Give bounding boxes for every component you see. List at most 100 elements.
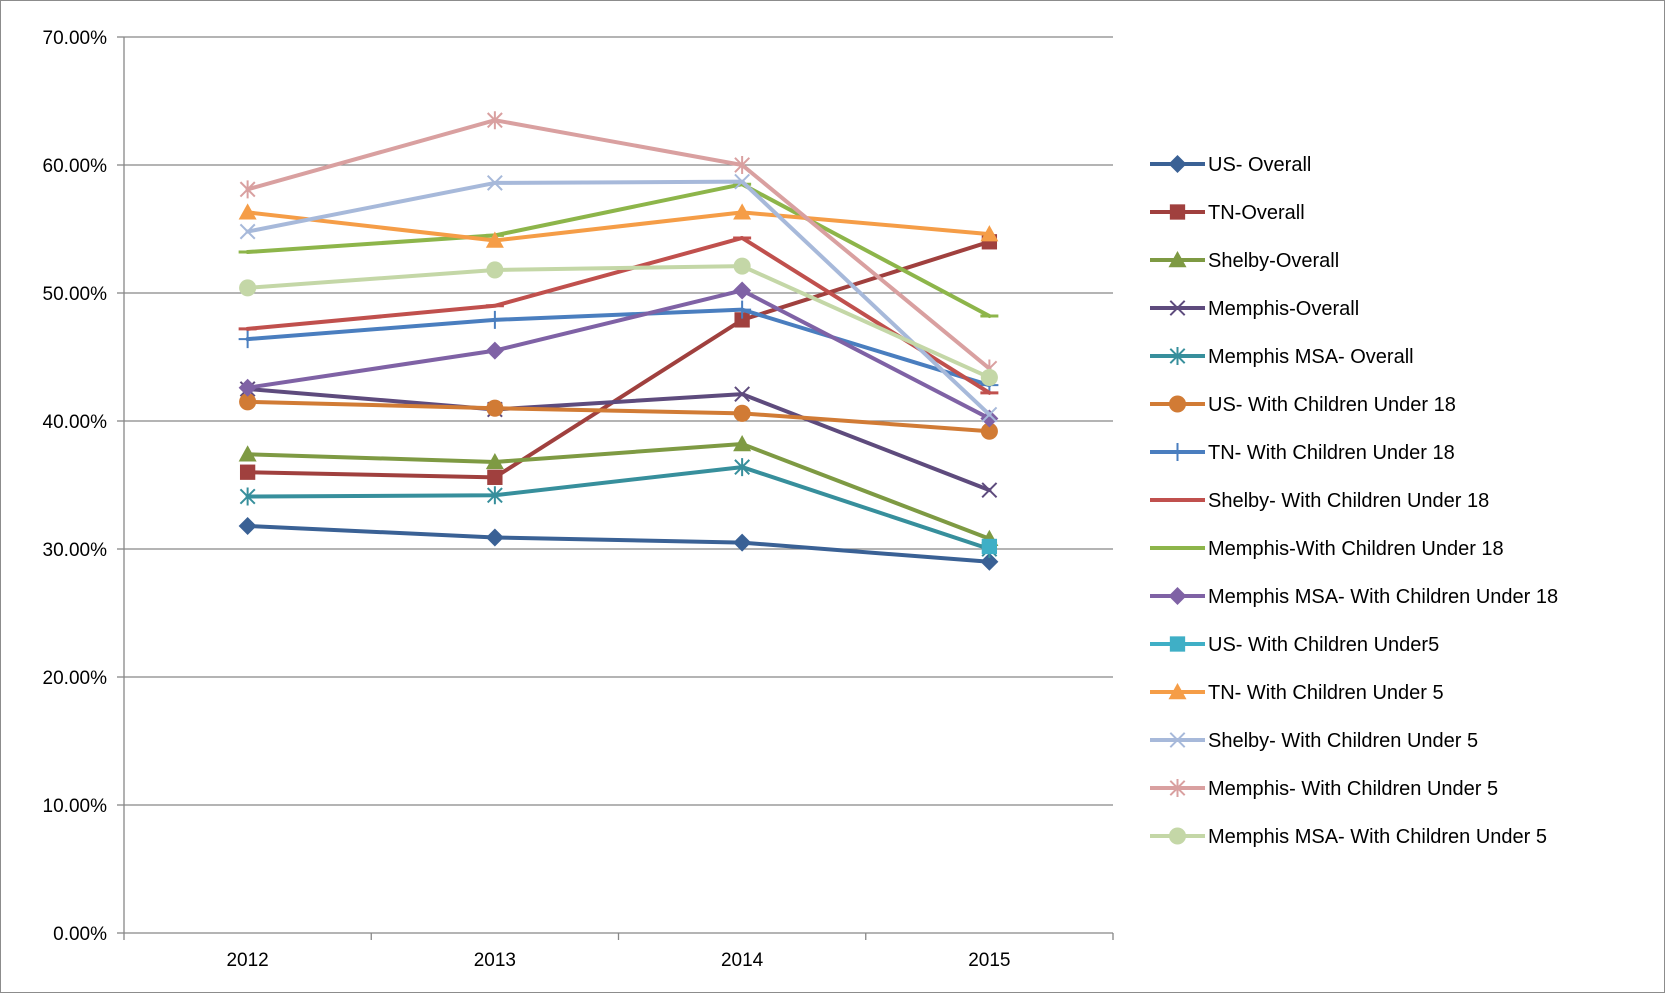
data-point [733, 300, 752, 319]
data-point [486, 261, 504, 279]
legend: US- Overall TN-Overall Shelby-Overall Memph… [1150, 154, 1558, 848]
data-point [486, 486, 503, 505]
data-point [734, 312, 750, 328]
data-point [980, 368, 998, 387]
legend-label: TN-Overall [1208, 202, 1305, 224]
legend-label: TN- With Children Under 5 [1208, 682, 1444, 704]
series-line [245, 179, 992, 417]
data-point [239, 223, 256, 240]
data-point [734, 156, 751, 174]
series-lines [238, 111, 999, 571]
legend-swatch-marker [1169, 732, 1186, 748]
data-point [733, 281, 752, 300]
series-9 [238, 182, 999, 319]
legend-label: TN- With Children Under 18 [1208, 442, 1455, 464]
legend-swatch-marker [1168, 827, 1187, 845]
legend-swatch-marker [1169, 636, 1186, 652]
legend-entry: Memphis MSA- With Children Under 5 [1150, 826, 1547, 848]
data-point [733, 533, 752, 552]
legend-label: Memphis- With Children Under 5 [1208, 778, 1498, 800]
data-point [486, 399, 504, 417]
y-tick-label: 70.00% [43, 28, 108, 49]
series-line [245, 182, 992, 319]
data-point [485, 528, 504, 547]
legend-entry: Memphis MSA- Overall [1150, 346, 1414, 368]
legend-entry: Shelby- With Children Under 18 [1150, 490, 1489, 512]
legend-entry: US- Overall [1150, 154, 1311, 176]
x-tick-label: 2013 [474, 950, 516, 971]
data-point [239, 180, 256, 199]
series-11 [981, 538, 998, 555]
legend-label: Shelby- With Children Under 5 [1208, 730, 1478, 752]
data-point [980, 225, 999, 242]
data-point [733, 404, 751, 422]
y-tick-label: 50.00% [43, 284, 108, 305]
y-tick-label: 60.00% [43, 156, 108, 177]
legend-entry: Memphis- With Children Under 5 [1150, 778, 1498, 800]
data-point [734, 173, 751, 190]
legend-label: Memphis MSA- Overall [1208, 346, 1414, 368]
legend-swatch-marker [1169, 204, 1186, 220]
legend-entry: Memphis MSA- With Children Under 18 [1150, 586, 1558, 608]
data-point [239, 279, 257, 297]
data-point [733, 203, 752, 220]
legend-swatch-marker [1168, 443, 1187, 461]
series-1 [238, 516, 999, 571]
series-line [245, 442, 992, 541]
series-line [245, 399, 992, 434]
legend-swatch-marker [1169, 779, 1186, 797]
series-15 [239, 257, 998, 387]
series-line [245, 118, 992, 371]
axes [117, 36, 1114, 940]
tick-labels: 0.00% 10.00% 20.00% 30.00% 40.00% 50.00% 60.00… [43, 28, 1011, 971]
data-point [485, 341, 504, 360]
legend-entry: Memphis-With Children Under 18 [1150, 538, 1504, 560]
legend-label: Memphis MSA- With Children Under 18 [1208, 586, 1558, 608]
legend-entry: TN-Overall [1150, 202, 1305, 224]
legend-entry: US- With Children Under 18 [1150, 394, 1456, 416]
legend-label: Shelby- With Children Under 18 [1208, 490, 1489, 512]
series-12 [238, 203, 999, 248]
legend-swatch-marker [1168, 395, 1187, 413]
series-5 [239, 458, 998, 558]
data-point [485, 310, 504, 329]
y-tick-label: 10.00% [43, 796, 108, 817]
legend-entry: Memphis-Overall [1150, 298, 1359, 320]
series-line [245, 239, 992, 480]
y-tick-label: 0.00% [53, 924, 107, 945]
data-point [734, 458, 751, 477]
legend-label: US- With Children Under 18 [1208, 394, 1456, 416]
legend-swatch-marker [1169, 347, 1186, 365]
data-point [239, 487, 256, 506]
legend-entry: US- With Children Under5 [1150, 634, 1439, 656]
legend-entry: TN- With Children Under 18 [1150, 442, 1455, 464]
series-3 [238, 435, 999, 546]
series-line [245, 235, 992, 395]
series-6 [239, 393, 998, 440]
data-point [980, 409, 999, 428]
data-point [239, 464, 256, 480]
data-point [238, 445, 257, 462]
gridlines [124, 36, 1113, 806]
data-point [238, 203, 257, 220]
series-line [245, 465, 992, 551]
data-point [733, 435, 752, 452]
legend-swatch-marker [1168, 587, 1187, 605]
data-point [487, 469, 503, 485]
data-point [485, 452, 504, 470]
x-tick-label: 2015 [968, 950, 1010, 971]
y-tick-label: 30.00% [43, 540, 108, 561]
series-10 [238, 281, 999, 428]
data-point [486, 175, 503, 191]
series-13 [239, 173, 998, 423]
legend-entry: Shelby-Overall [1150, 250, 1339, 272]
legend-label: Memphis MSA- With Children Under 5 [1208, 826, 1547, 848]
series-line [245, 523, 992, 564]
legend-swatch-marker [1168, 155, 1187, 173]
series-line [245, 264, 992, 380]
data-point [981, 406, 998, 423]
legend-label: US- With Children Under5 [1208, 634, 1439, 656]
legend-swatch-marker [1168, 251, 1187, 268]
legend-swatch-marker [1168, 683, 1187, 700]
